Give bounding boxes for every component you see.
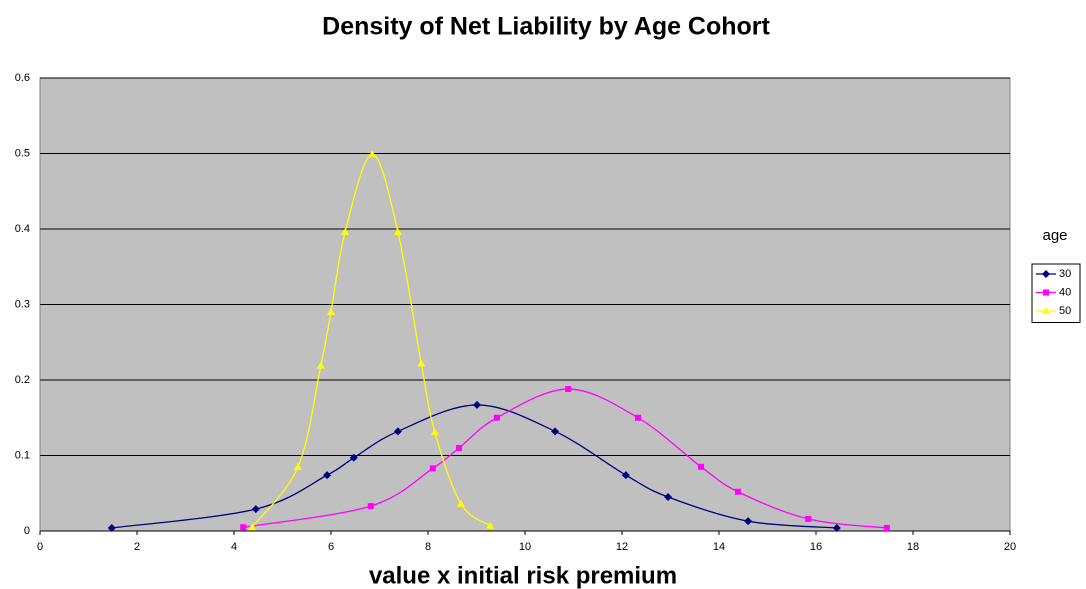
marker	[294, 462, 303, 470]
legend-label: 30	[1059, 268, 1071, 280]
x-tick-label: 10	[519, 541, 531, 553]
x-tick-label: 12	[616, 541, 628, 553]
x-tick-label: 20	[1004, 541, 1016, 553]
marker	[635, 414, 642, 421]
legend-box	[1031, 263, 1081, 323]
x-tick-label: 2	[134, 541, 140, 553]
legend-title: age	[1042, 227, 1067, 244]
marker	[367, 503, 374, 510]
legend-label: 50	[1059, 305, 1071, 317]
marker	[341, 228, 350, 236]
marker	[393, 228, 402, 236]
x-tick-label: 16	[810, 541, 822, 553]
x-axis-label: value x initial risk premium	[369, 562, 677, 589]
y-tick-label: 0.6	[15, 72, 30, 84]
marker	[486, 521, 495, 529]
marker	[327, 308, 335, 316]
marker	[1042, 270, 1050, 278]
marker	[472, 400, 481, 409]
y-tick-label: 0.2	[15, 374, 30, 386]
y-tick-label: 0.3	[15, 298, 30, 310]
marker	[417, 359, 426, 367]
marker	[240, 524, 247, 531]
marker	[551, 427, 560, 436]
marker	[429, 465, 436, 472]
x-tick-label: 6	[328, 541, 334, 553]
y-tick-label: 0	[24, 525, 30, 537]
marker	[493, 414, 500, 421]
x-tick-label: 0	[37, 541, 43, 553]
x-tick-label: 14	[713, 541, 725, 553]
marker	[107, 523, 116, 532]
marker	[456, 444, 463, 451]
marker	[393, 427, 402, 436]
x-tick-label: 4	[231, 541, 237, 553]
marker	[832, 523, 841, 532]
chart-title: Density of Net Liability by Age Cohort	[322, 13, 770, 41]
marker	[621, 471, 630, 480]
marker	[323, 471, 332, 480]
y-tick-label: 0.4	[15, 223, 30, 235]
marker	[744, 517, 753, 526]
marker	[734, 488, 741, 495]
marker	[1043, 289, 1049, 296]
y-tick-label: 0.5	[15, 147, 30, 159]
marker	[883, 524, 890, 531]
marker	[430, 428, 439, 436]
y-tick-label: 0.1	[15, 449, 30, 461]
marker	[247, 523, 256, 531]
marker	[316, 361, 325, 369]
marker	[664, 493, 673, 502]
marker	[1042, 307, 1050, 314]
marker	[456, 499, 465, 507]
marker	[698, 463, 705, 470]
marker	[805, 515, 812, 522]
x-tick-label: 8	[425, 541, 431, 553]
marker	[565, 386, 572, 393]
legend-label: 40	[1059, 286, 1071, 298]
marker	[349, 453, 358, 462]
marker	[368, 150, 377, 158]
x-tick-label: 18	[907, 541, 919, 553]
marker	[251, 505, 260, 514]
